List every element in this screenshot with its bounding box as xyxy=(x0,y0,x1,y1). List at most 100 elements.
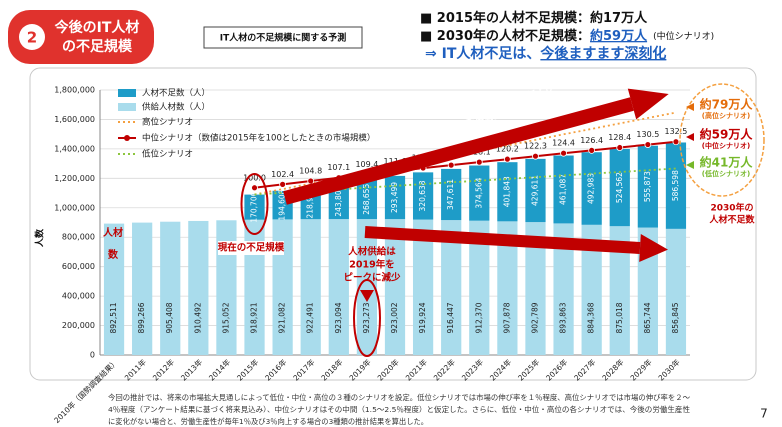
bar xyxy=(412,219,434,355)
growth-arrow xyxy=(283,97,634,205)
summary-highlight: 約59万人 xyxy=(590,28,648,44)
bar xyxy=(188,220,209,355)
value-label: 892,511 xyxy=(109,302,118,333)
bar xyxy=(637,145,658,228)
bar xyxy=(609,148,630,227)
callout-arrow xyxy=(686,161,694,169)
bar xyxy=(525,222,546,355)
value-label: 902,789 xyxy=(530,302,539,333)
badge-number: 2 xyxy=(27,29,37,47)
value-label: 923,273 xyxy=(362,302,371,333)
point xyxy=(532,152,539,160)
summary-text: ⇒ IT人材不足は、 xyxy=(425,45,540,62)
bar xyxy=(412,172,434,220)
bar xyxy=(497,162,518,222)
bar xyxy=(132,222,153,355)
plot: 0 200,000 400,000 600,000 800,000 1,000,000 1,… xyxy=(52,86,690,425)
value-label: 429,611 xyxy=(530,175,539,206)
bar xyxy=(665,228,687,355)
bar xyxy=(300,219,321,355)
legend-swatch xyxy=(118,89,136,97)
bar xyxy=(581,152,602,225)
footnote-line: 今回の推計では、将来の市場拡大見通しによって低位・中位・高位の３種のシナリオを設… xyxy=(108,393,690,402)
annotation: ピークに減少 xyxy=(343,272,401,284)
value-label: 586,598 xyxy=(671,170,680,201)
value-label: 555,873 xyxy=(643,171,652,202)
footnote-line: 4％程度（アンケート結果に基づく将来見込み）、中位シナリオはその中間（1.5～2… xyxy=(108,405,690,414)
callout-arrow xyxy=(686,103,694,111)
annotation: 数 xyxy=(108,248,119,261)
value-label: 268,655 xyxy=(362,184,371,215)
value-label: 320,638 xyxy=(418,180,427,211)
y-tick-label: 800,000 xyxy=(62,233,95,242)
down-arrow xyxy=(360,290,374,302)
bar xyxy=(328,219,349,355)
annotation: 人材不足数 xyxy=(708,214,755,226)
y-tick-label: 1,600,000 xyxy=(54,115,95,124)
value-label: 899,266 xyxy=(137,302,146,333)
value-label: 194,608 xyxy=(278,189,287,220)
y-tick-label: 200,000 xyxy=(62,321,95,330)
index-label: 104.8 xyxy=(299,166,322,175)
decorations xyxy=(218,83,765,357)
index-label: 126.4 xyxy=(580,136,603,145)
value-label: 401,843 xyxy=(502,176,511,207)
point xyxy=(588,146,596,154)
value-label: 905,408 xyxy=(165,302,174,333)
badge-line: の不足規模 xyxy=(62,38,133,55)
value-label: 374,564 xyxy=(474,177,483,208)
summary-highlight: 今後ますます深刻化 xyxy=(539,45,666,62)
label-background xyxy=(218,241,284,255)
y-axis-label: 人数 xyxy=(34,228,46,248)
value-label: 915,052 xyxy=(221,302,230,333)
legend-label: 高位シナリオ xyxy=(142,117,193,128)
shortage-arrow-head xyxy=(639,234,668,262)
index-label: 128.4 xyxy=(608,133,631,142)
point xyxy=(503,155,511,163)
point xyxy=(475,158,483,166)
bar xyxy=(441,168,462,221)
badge-circle xyxy=(19,24,45,50)
legend-marker xyxy=(124,135,130,141)
legend-swatch xyxy=(118,103,136,111)
bar xyxy=(216,220,237,355)
annotation: (低位シナリオ) xyxy=(702,169,750,178)
value-label: 912,370 xyxy=(474,302,483,333)
value-label: 524,562 xyxy=(615,172,624,203)
index-label: 109.4 xyxy=(355,160,378,169)
index-label: 102.4 xyxy=(271,170,294,179)
highlight-ellipse xyxy=(353,279,381,357)
value-label: 170,700 xyxy=(250,191,259,222)
value-label: 218,976 xyxy=(306,187,315,218)
annotation: (中位シナリオ) xyxy=(702,141,750,150)
legend-label: 低位シナリオ xyxy=(142,149,193,160)
bar xyxy=(244,219,265,355)
y-tick-label: 1,000,000 xyxy=(54,203,95,212)
value-label: 856,845 xyxy=(671,302,680,333)
bar xyxy=(609,226,630,355)
value-label: 923,002 xyxy=(390,302,399,333)
y-tick-label: 1,800,000 xyxy=(54,86,95,95)
legend-label: 人材不足数（人） xyxy=(142,88,210,99)
bar xyxy=(469,220,490,355)
bar xyxy=(160,221,181,355)
index-label: 120.2 xyxy=(496,145,519,154)
bar xyxy=(441,220,462,355)
annotation: 約59万人 xyxy=(700,127,754,142)
bar xyxy=(103,223,125,355)
annotation: 約79万人 xyxy=(700,97,754,112)
value-label: 492,983 xyxy=(587,173,596,204)
value-label: 921,082 xyxy=(278,302,287,333)
y-tick-label: 400,000 xyxy=(62,292,95,301)
annotation: 人材供給は xyxy=(348,246,396,258)
value-label: 293,499 xyxy=(390,182,399,213)
legend-label: 中位シナリオ（数値は2015年を100としたときの市場規模） xyxy=(142,133,375,144)
annotation: 2030年の xyxy=(710,202,753,214)
annotation: 人材 xyxy=(103,226,123,239)
shortage-arrow xyxy=(364,226,641,254)
growth-arrow-head xyxy=(627,88,669,120)
point xyxy=(616,144,624,151)
annotation: 現在の不足規模 xyxy=(218,242,285,254)
bar xyxy=(525,158,546,223)
